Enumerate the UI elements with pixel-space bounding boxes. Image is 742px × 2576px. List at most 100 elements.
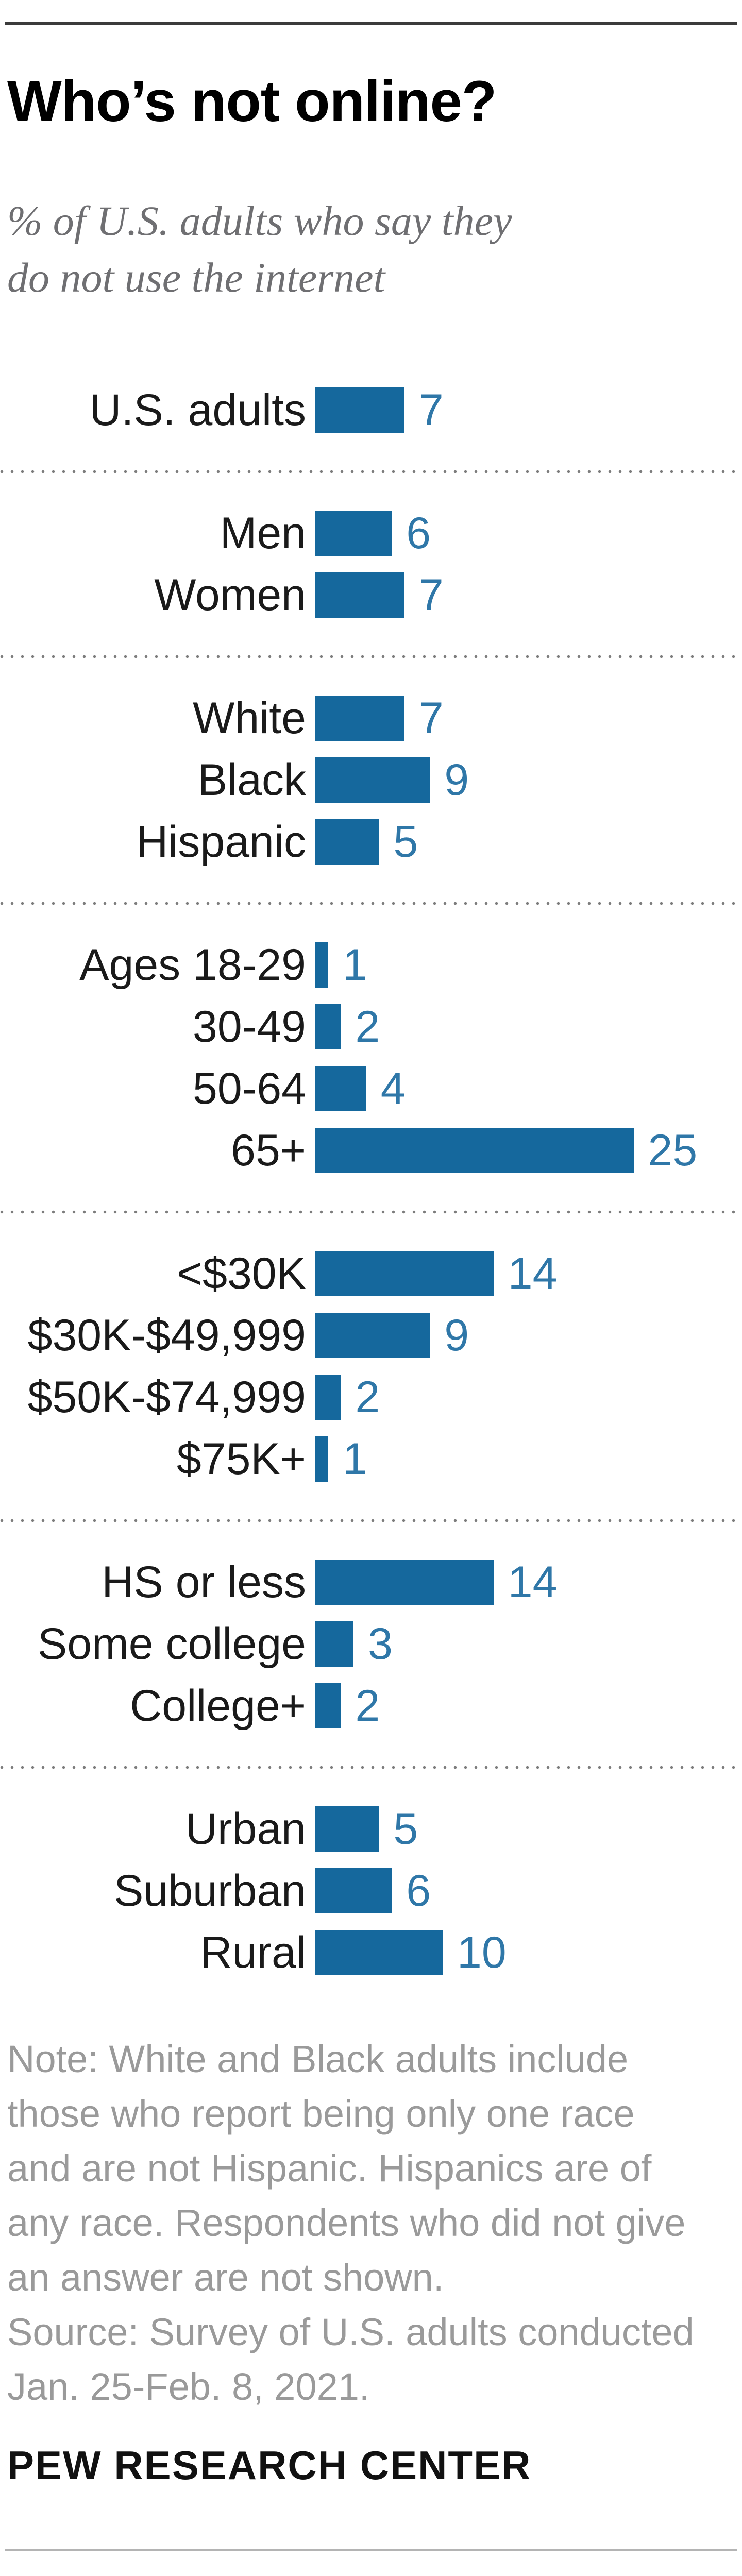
dotted-separator [0, 1210, 742, 1214]
bar-row: Suburban 6 [0, 1866, 742, 1916]
dotted-separator [0, 655, 742, 658]
bar-row: College+ 2 [0, 1681, 742, 1731]
bar-row: Ages 18-29 1 [0, 940, 742, 990]
bar-chart: U.S. adults 7 Men 6 Women 7 White 7 Black 9 Hispan… [0, 385, 742, 1977]
bar-group-age: Ages 18-29 1 30-49 2 50-64 4 65+ 25 [0, 940, 742, 1175]
category-label: Men [220, 508, 306, 558]
bar-row: Hispanic 5 [0, 817, 742, 867]
bar-row: HS or less 14 [0, 1557, 742, 1607]
category-label: HS or less [102, 1557, 306, 1607]
value-label: 14 [508, 1248, 558, 1298]
bar [315, 1004, 341, 1049]
bar [315, 1806, 379, 1852]
bar [315, 511, 392, 556]
chart-subtitle-line-2: do not use the internet [7, 254, 385, 301]
value-label: 2 [355, 1002, 380, 1052]
bar-group-education: HS or less 14 Some college 3 College+ 2 [0, 1557, 742, 1731]
value-label: 2 [355, 1372, 380, 1422]
category-label: Ages 18-29 [79, 940, 306, 990]
value-label: 4 [380, 1063, 406, 1113]
chart-subtitle: % of U.S. adults who say they do not use… [7, 193, 727, 306]
bar-row: Some college 3 [0, 1619, 742, 1669]
bar [315, 1560, 494, 1605]
bar [315, 696, 404, 741]
page-title: Who’s not online? [7, 69, 497, 133]
category-label: Rural [200, 1927, 306, 1977]
category-label: College+ [130, 1681, 306, 1731]
value-label: 5 [393, 1804, 418, 1854]
bar [315, 1128, 634, 1173]
value-label: 3 [368, 1619, 393, 1669]
value-label: 6 [406, 1866, 431, 1916]
bar-row: Men 6 [0, 508, 742, 558]
bar-group-race-ethnicity: White 7 Black 9 Hispanic 5 [0, 693, 742, 867]
category-label: $30K-$49,999 [27, 1310, 306, 1360]
bar-row: U.S. adults 7 [0, 385, 742, 435]
value-label: 7 [418, 570, 444, 620]
bar-row: <$30K 14 [0, 1248, 742, 1298]
bar [315, 1683, 341, 1728]
bar [315, 942, 328, 988]
dotted-separator [0, 1766, 742, 1769]
value-label: 9 [444, 1310, 469, 1360]
bar-row: $50K-$74,999 2 [0, 1372, 742, 1422]
bar-row: 30-49 2 [0, 1002, 742, 1052]
category-label: <$30K [176, 1248, 306, 1298]
value-label: 14 [508, 1557, 558, 1607]
note-line: those who report being only one race [7, 2092, 635, 2135]
bar [315, 1621, 354, 1667]
category-label: U.S. adults [89, 385, 306, 435]
category-label: Suburban [114, 1866, 306, 1916]
bar-row: Women 7 [0, 570, 742, 620]
bar [315, 387, 404, 433]
note-line: an answer are not shown. [7, 2256, 444, 2299]
bar-row: $30K-$49,999 9 [0, 1310, 742, 1360]
category-label: 30-49 [193, 1002, 306, 1052]
bar-row: White 7 [0, 693, 742, 743]
dotted-separator [0, 1519, 742, 1522]
category-label: Some college [37, 1619, 306, 1669]
value-label: 7 [418, 385, 444, 435]
category-label: Black [197, 755, 306, 805]
category-label: White [193, 693, 306, 743]
source-line: Jan. 25-Feb. 8, 2021. [7, 2365, 370, 2408]
bar-row: $75K+ 1 [0, 1434, 742, 1484]
bar [315, 572, 404, 618]
bar-group-overall: U.S. adults 7 [0, 385, 742, 435]
value-label: 10 [457, 1927, 507, 1977]
bar-row: 65+ 25 [0, 1125, 742, 1175]
bar [315, 1868, 392, 1913]
value-label: 7 [418, 693, 444, 743]
chart-subtitle-line-1: % of U.S. adults who say they [7, 197, 512, 244]
category-label: 50-64 [193, 1063, 306, 1113]
bar [315, 819, 379, 865]
bar [315, 757, 430, 803]
bar-group-community: Urban 5 Suburban 6 Rural 10 [0, 1804, 742, 1977]
category-label: Urban [185, 1804, 306, 1854]
pew-research-center-wordmark: PEW RESEARCH CENTER [7, 2443, 532, 2488]
bar-row: 50-64 4 [0, 1063, 742, 1113]
bar [315, 1066, 366, 1111]
value-label: 25 [648, 1125, 698, 1175]
bar [315, 1313, 430, 1358]
bar-row: Black 9 [0, 755, 742, 805]
dotted-separator [0, 470, 742, 473]
value-label: 6 [406, 508, 431, 558]
value-label: 1 [342, 940, 367, 990]
category-label: Hispanic [136, 817, 306, 867]
note-and-source: Note: White and Black adults include tho… [7, 2032, 727, 2414]
bar-row: Urban 5 [0, 1804, 742, 1854]
category-label: 65+ [231, 1125, 306, 1175]
bottom-rule [5, 2549, 737, 2551]
value-label: 9 [444, 755, 469, 805]
bar [315, 1930, 443, 1975]
category-label: Women [154, 570, 306, 620]
value-label: 1 [342, 1434, 367, 1484]
note-line: any race. Respondents who did not give [7, 2201, 686, 2244]
bar [315, 1436, 328, 1482]
bar [315, 1251, 494, 1296]
bar-group-income: <$30K 14 $30K-$49,999 9 $50K-$74,999 2 $75K+ 1 [0, 1248, 742, 1484]
bar [315, 1375, 341, 1420]
source-line: Source: Survey of U.S. adults conducted [7, 2311, 694, 2353]
category-label: $50K-$74,999 [27, 1372, 306, 1422]
